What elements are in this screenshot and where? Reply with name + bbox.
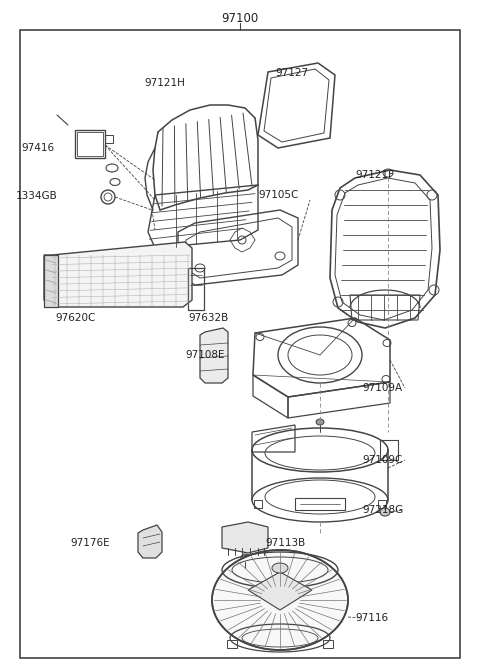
Ellipse shape [272,563,288,573]
Text: 97109C: 97109C [362,455,402,465]
Text: 97109A: 97109A [362,383,402,393]
Text: 97121H: 97121H [144,78,185,88]
Polygon shape [200,328,228,383]
Ellipse shape [380,508,390,516]
Bar [323,640,333,648]
Bar [378,500,386,508]
Ellipse shape [316,419,324,425]
Bar [254,500,262,508]
Bar [105,135,113,143]
Text: 97620C: 97620C [55,313,96,323]
Polygon shape [222,522,268,553]
Text: 97108E: 97108E [185,350,225,360]
Text: 97100: 97100 [221,11,259,24]
Bar [227,640,237,648]
Polygon shape [44,255,58,307]
Text: 97116: 97116 [355,613,388,623]
Text: 97127: 97127 [275,68,308,78]
Text: 97176E: 97176E [71,538,110,548]
Bar [77,132,103,156]
Text: 97113B: 97113B [265,538,305,548]
Bar [75,130,105,158]
Text: 97632B: 97632B [188,313,228,323]
Text: 97121F: 97121F [355,170,394,180]
Ellipse shape [212,550,348,650]
Text: 97416: 97416 [22,143,55,153]
Polygon shape [44,242,192,307]
Bar [188,268,204,310]
Polygon shape [248,572,312,610]
Polygon shape [138,525,162,558]
Text: 1334GB: 1334GB [16,191,58,201]
Text: 97105C: 97105C [258,190,299,200]
Text: 97218G: 97218G [362,505,403,515]
